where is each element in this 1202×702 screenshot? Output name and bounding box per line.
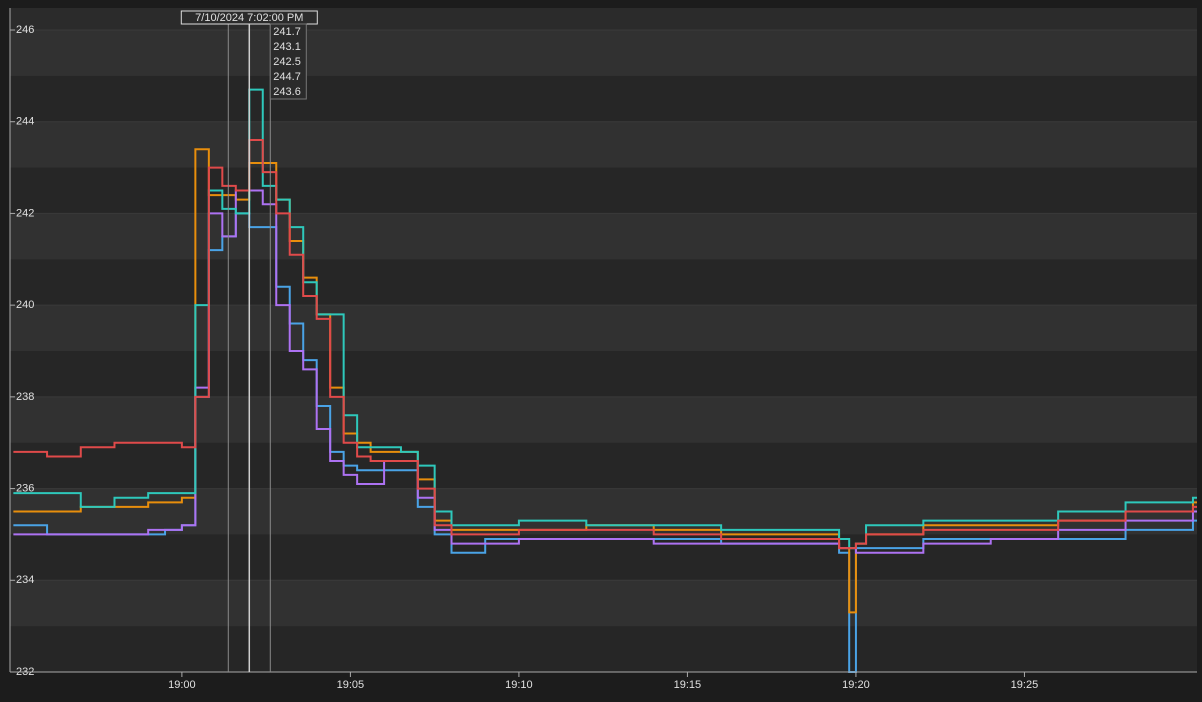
cursor-label: 7/10/2024 7:02:00 PM <box>195 12 303 24</box>
cursor-value: 243.6 <box>273 86 301 98</box>
band <box>10 30 1197 76</box>
band <box>10 580 1197 627</box>
x-tick-label: 19:25 <box>1011 679 1039 691</box>
cursor-label-box <box>180 10 318 25</box>
cursor-values-box <box>269 23 307 100</box>
x-tick-label: 19:05 <box>337 679 365 691</box>
band <box>10 121 1197 168</box>
cursor-value: 243.1 <box>273 41 301 53</box>
y-tick-label: 234 <box>16 574 34 586</box>
band <box>10 626 1197 672</box>
band <box>10 213 1197 260</box>
band <box>10 259 1197 306</box>
y-tick-label: 238 <box>16 391 34 403</box>
band <box>10 305 1197 351</box>
band <box>10 75 1197 122</box>
x-tick-label: 19:10 <box>505 679 533 691</box>
y-tick-label: 236 <box>16 482 34 494</box>
band <box>10 534 1197 581</box>
cursor: 7/10/2024 7:02:00 PM 241.7 243.1 242.5 244.7… <box>180 10 318 672</box>
band <box>10 396 1197 443</box>
x-tick-label: 19:15 <box>674 679 702 691</box>
cursor-value: 242.5 <box>273 56 301 68</box>
y-tick-label: 244 <box>16 116 34 128</box>
x-tick-label: 19:00 <box>168 679 196 691</box>
y-tick-label: 242 <box>16 207 34 219</box>
band <box>10 351 1197 397</box>
y-tick-label: 240 <box>16 299 34 311</box>
cursor-value: 241.7 <box>273 26 301 38</box>
series-line <box>13 139 1197 550</box>
y-tick-label: 246 <box>16 24 34 36</box>
band <box>10 442 1197 489</box>
bands <box>10 30 1197 672</box>
band <box>10 167 1197 214</box>
band <box>10 488 1197 535</box>
cursor-value: 244.7 <box>273 71 301 83</box>
x-tick-label: 19:20 <box>842 679 870 691</box>
